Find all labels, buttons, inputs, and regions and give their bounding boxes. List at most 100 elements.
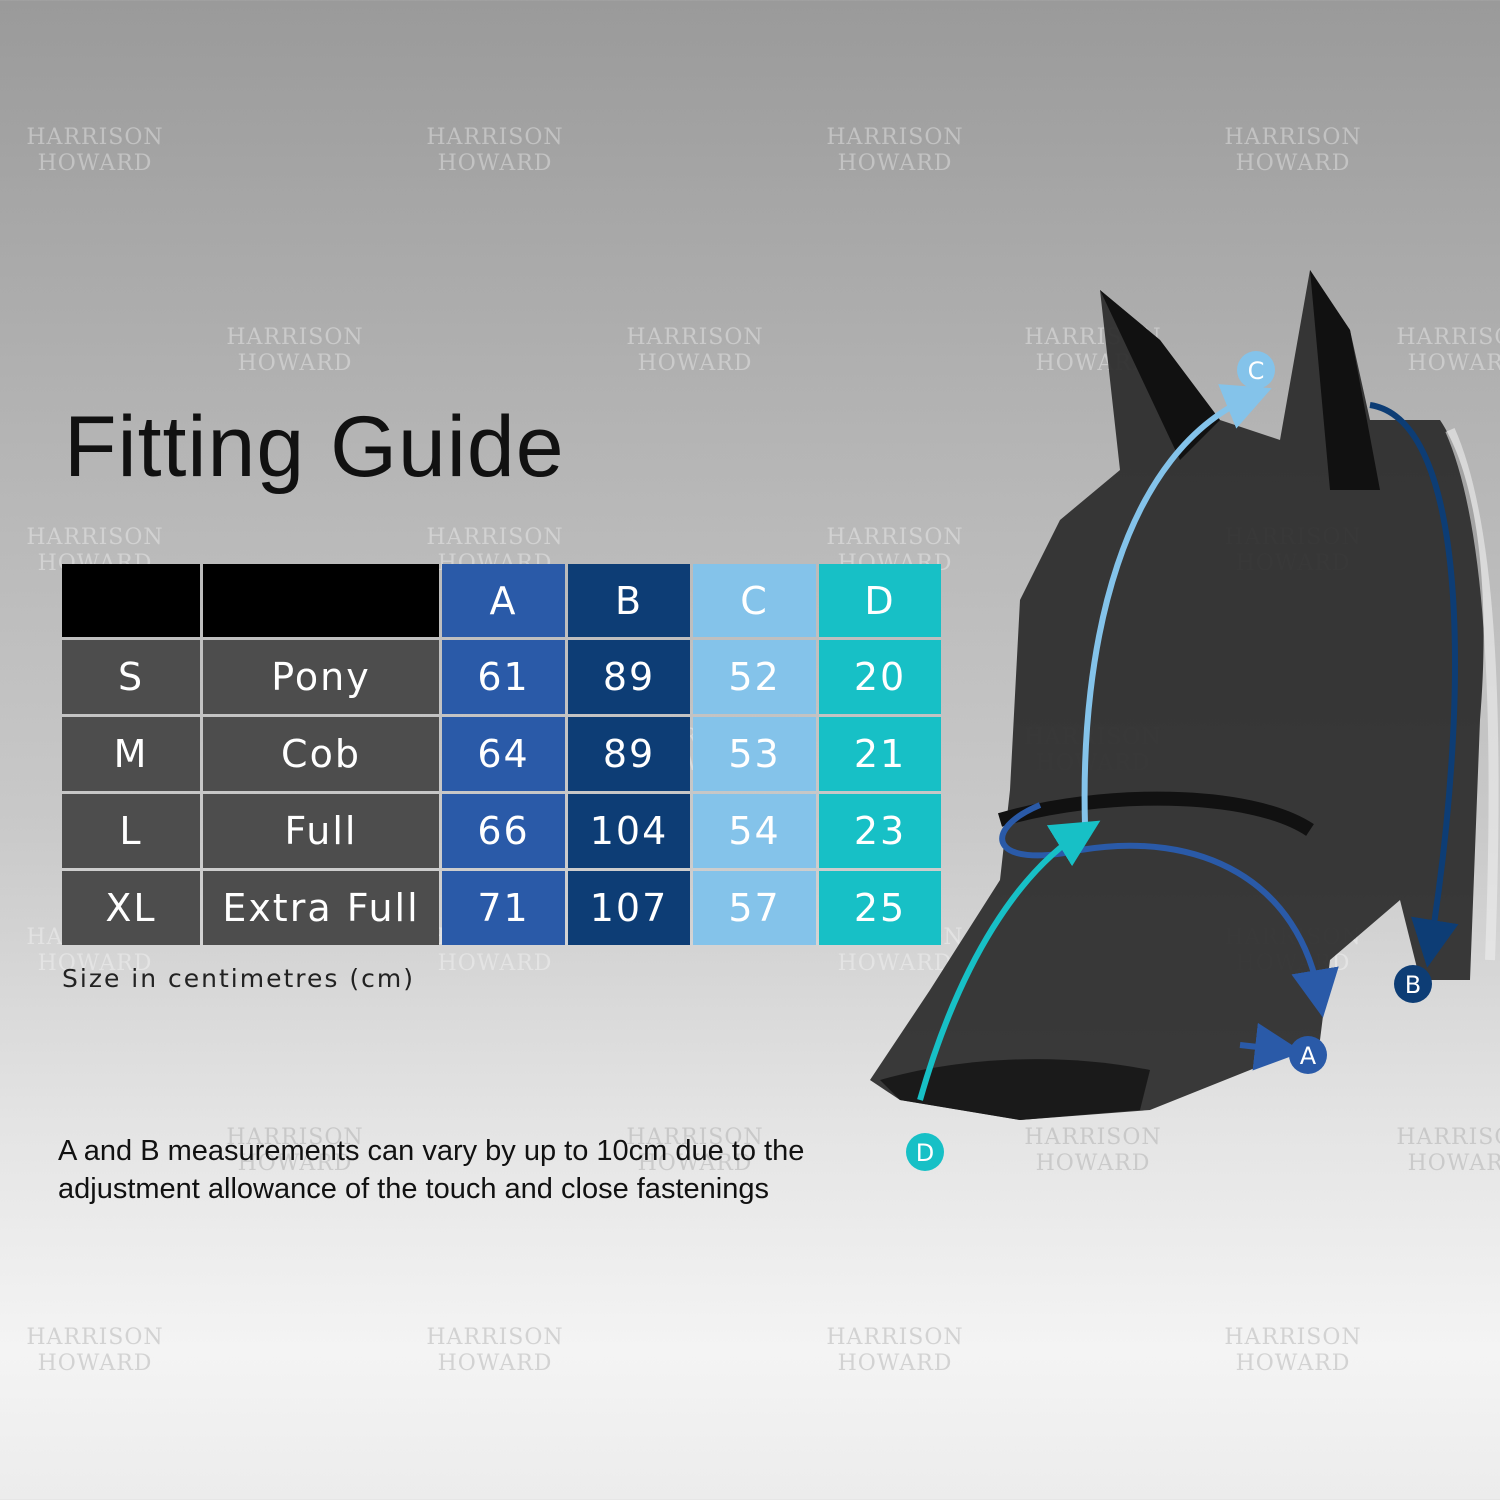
table-row: S Pony 61 89 52 20 (62, 640, 941, 714)
c-cell: 53 (693, 717, 816, 791)
c-cell: 54 (693, 794, 816, 868)
watermark-line1: HARRISON (1024, 1125, 1162, 1150)
watermark-line2: HOWARD (837, 951, 953, 976)
measure-c-arrow (1081, 384, 1272, 826)
svg-text:B: B (1405, 971, 1421, 999)
header-cell-d: D (819, 564, 941, 637)
label-b-badge: B (1394, 965, 1432, 1003)
header-cell-c: C (693, 564, 816, 637)
watermark-line1: HARRISON (226, 325, 364, 350)
watermark-line1: HARRISON (26, 525, 164, 550)
fit-cell: Pony (203, 640, 439, 714)
c-cell: 57 (693, 871, 816, 945)
header-cell (203, 564, 439, 637)
watermark-line2: HOWARD (37, 951, 153, 976)
watermark-line1: HARRISON (426, 125, 564, 150)
watermark-line1: HARRISON (26, 1325, 164, 1350)
watermark-line2: HOWARD (1407, 351, 1500, 376)
watermark-line2: HOWARD (1235, 151, 1351, 176)
b-cell: 107 (568, 871, 690, 945)
a-cell: 66 (442, 794, 565, 868)
fit-cell: Full (203, 794, 439, 868)
d-cell: 20 (819, 640, 941, 714)
a-cell: 64 (442, 717, 565, 791)
table-row: L Full 66 104 54 23 (62, 794, 941, 868)
a-cell: 71 (442, 871, 565, 945)
label-d-badge: D (906, 1133, 944, 1171)
watermark-line1: HARRISON (1396, 1125, 1500, 1150)
table-row: XL Extra Full 71 107 57 25 (62, 871, 941, 945)
d-cell: 21 (819, 717, 941, 791)
horse-head-illustration (870, 270, 1499, 1120)
watermark-line2: HOWARD (637, 351, 753, 376)
watermark-line2: HOWARD (37, 151, 153, 176)
size-cell: XL (62, 871, 200, 945)
watermark-line1: HARRISON (626, 1125, 764, 1150)
c-cell: 52 (693, 640, 816, 714)
svg-text:D: D (916, 1139, 934, 1167)
b-cell: 89 (568, 717, 690, 791)
measure-d-arrow (917, 820, 1101, 1101)
watermark-line1: HARRISON (26, 125, 164, 150)
watermark-line1: HARRISON (426, 525, 564, 550)
watermark-line1: HARRISON (426, 1325, 564, 1350)
watermark-line1: HARRISON (826, 525, 964, 550)
watermark-line2: HOWARD (837, 1351, 953, 1376)
watermark-line1: HARRISON (1224, 125, 1362, 150)
watermark-line2: HOWARD (437, 951, 553, 976)
watermark-line2: HOWARD (437, 1351, 553, 1376)
watermark-line1: HARRISON (1224, 1325, 1362, 1350)
header-cell-a: A (442, 564, 565, 637)
watermark-line1: HARRISON (826, 125, 964, 150)
b-cell: 89 (568, 640, 690, 714)
watermark-line2: HOWARD (1235, 1351, 1351, 1376)
watermark-line2: HOWARD (837, 151, 953, 176)
fit-cell: Extra Full (203, 871, 439, 945)
b-cell: 104 (568, 794, 690, 868)
measure-b-arrow (1369, 402, 1459, 968)
unit-note: Size in centimetres (cm) (62, 964, 415, 993)
size-cell: L (62, 794, 200, 868)
a-cell: 61 (442, 640, 565, 714)
d-cell: 25 (819, 871, 941, 945)
table-header-row: A B C D (62, 564, 941, 637)
header-cell (62, 564, 200, 637)
svg-text:A: A (1300, 1042, 1317, 1070)
size-table: A B C D S Pony 61 89 52 20 M Cob 64 89 5… (59, 561, 944, 948)
watermark-line2: HOWARD (237, 351, 353, 376)
page-title: Fitting Guide (64, 399, 565, 495)
watermark-line2: HOWARD (437, 151, 553, 176)
label-c-badge: C (1237, 351, 1275, 389)
svg-text:C: C (1248, 357, 1265, 385)
watermark-line2: HOWARD (1035, 1151, 1151, 1176)
watermark-line2: HOWARD (237, 1151, 353, 1176)
fit-cell: Cob (203, 717, 439, 791)
watermark-line1: HARRISON (826, 1325, 964, 1350)
measurement-note: A and B measurements can vary by up to 1… (58, 1135, 805, 1205)
header-cell-b: B (568, 564, 690, 637)
watermark-line2: HOWARD (37, 1351, 153, 1376)
label-a-badge: A (1289, 1036, 1327, 1074)
table-row: M Cob 64 89 53 21 (62, 717, 941, 791)
size-cell: S (62, 640, 200, 714)
watermark-line1: HARRISON (226, 1125, 364, 1150)
size-cell: M (62, 717, 200, 791)
d-cell: 23 (819, 794, 941, 868)
measure-a-arrow-2 (1239, 1022, 1303, 1071)
watermark-line2: HOWARD (1407, 1151, 1500, 1176)
